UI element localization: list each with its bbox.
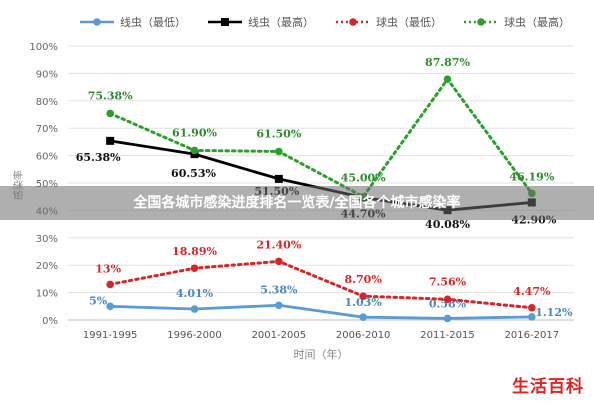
y-tick-label: 50% [36, 179, 58, 190]
y-tick-label: 0% [42, 316, 58, 327]
data-point [275, 257, 283, 266]
legend-marker [477, 18, 485, 26]
legend-marker [93, 18, 101, 26]
data-point [190, 305, 199, 313]
data-label: 1.03% [345, 296, 383, 309]
series-group: 5% 4.01% 5.38% 1.03% 0.58% 1.12% 65.38% 60.53% 5… [76, 56, 573, 323]
data-label: 60.53% [171, 167, 216, 180]
x-tick-label: 1991-1995 [83, 330, 138, 341]
y-axis-ticks: 0%10%20%30%40%50%60%70%80%90%100% [29, 42, 58, 327]
legend-label: 球虫（最低） [376, 15, 442, 29]
data-point [359, 313, 367, 321]
data-point [275, 301, 283, 310]
legend-marker [221, 18, 229, 26]
y-tick-label: 90% [36, 69, 58, 80]
legend-marker [349, 18, 357, 26]
data-point [106, 136, 115, 145]
x-tick-label: 1996-2000 [167, 330, 222, 341]
data-label: 87.87% [425, 56, 470, 69]
watermark-logo: 生活百科 [512, 377, 584, 397]
series-3: 13% 18.89% 21.40% 8.70% 7.56% 4.47% [95, 238, 551, 312]
data-label: 4.47% [513, 285, 551, 298]
series-line [108, 76, 534, 199]
legend-label: 线虫（最低） [120, 15, 186, 29]
data-point [190, 146, 199, 155]
data-label: 7.56% [429, 275, 467, 288]
x-tick-label: 2016-2017 [505, 330, 560, 341]
data-point [106, 109, 114, 118]
series-line [108, 303, 534, 320]
title-banner: 全国各城市感染进度排名一览表/全国各个城市感染率 [0, 186, 594, 220]
series-1: 5% 4.01% 5.38% 1.03% 0.58% 1.12% [89, 283, 573, 323]
data-label: 65.38% [76, 151, 121, 164]
y-tick-label: 100% [29, 42, 58, 53]
y-tick-label: 70% [36, 124, 58, 135]
legend-label: 球虫（最高） [504, 15, 570, 29]
series-4: 75.38% 61.90% 61.50% 45.00% 87.87% 46.19% [88, 56, 555, 201]
data-point [190, 264, 199, 273]
data-label: 75.38% [88, 89, 133, 102]
series-line [108, 259, 534, 310]
data-point [528, 303, 536, 312]
x-tick-label: 2001-2005 [252, 330, 307, 341]
data-label: 5.38% [260, 283, 298, 296]
data-label: 0.58% [429, 297, 467, 310]
x-tick-label: 2011-2015 [420, 330, 475, 341]
data-label: 40.08% [425, 218, 470, 231]
data-point [443, 75, 452, 84]
data-label: 5% [89, 294, 108, 307]
y-tick-label: 10% [36, 289, 58, 300]
data-label: 8.70% [345, 273, 383, 286]
data-point [274, 174, 283, 183]
data-label: 1.12% [535, 306, 573, 319]
data-point [528, 313, 536, 321]
y-tick-label: 60% [36, 152, 58, 163]
data-label: 45.00% [341, 172, 386, 185]
x-axis-label: 时间（年） [294, 347, 349, 361]
data-point [443, 295, 452, 304]
data-label: 13% [95, 262, 121, 275]
y-tick-label: 20% [36, 261, 58, 272]
y-tick-label: 30% [36, 234, 58, 245]
legend-label: 线虫（最高） [248, 15, 314, 29]
data-label: 46.19% [509, 170, 554, 183]
x-tick-label: 2006-2010 [336, 330, 391, 341]
data-label: 61.50% [256, 127, 301, 140]
data-point [359, 292, 367, 300]
data-label: 18.89% [172, 245, 217, 258]
data-point [443, 314, 452, 323]
data-label: 21.40% [256, 238, 301, 251]
data-label: 4.01% [176, 287, 214, 300]
y-tick-label: 80% [36, 97, 58, 108]
data-point [106, 302, 114, 311]
data-point [275, 147, 283, 156]
data-point [106, 280, 114, 289]
x-axis-ticks: 1991-1995 1996-2000 2001-2005 2006-2010 2011… [83, 330, 559, 341]
legend: 线虫（最低） 线虫（最高） 球虫（最低） 球虫（最高） [80, 15, 570, 29]
data-label: 61.90% [172, 126, 217, 139]
